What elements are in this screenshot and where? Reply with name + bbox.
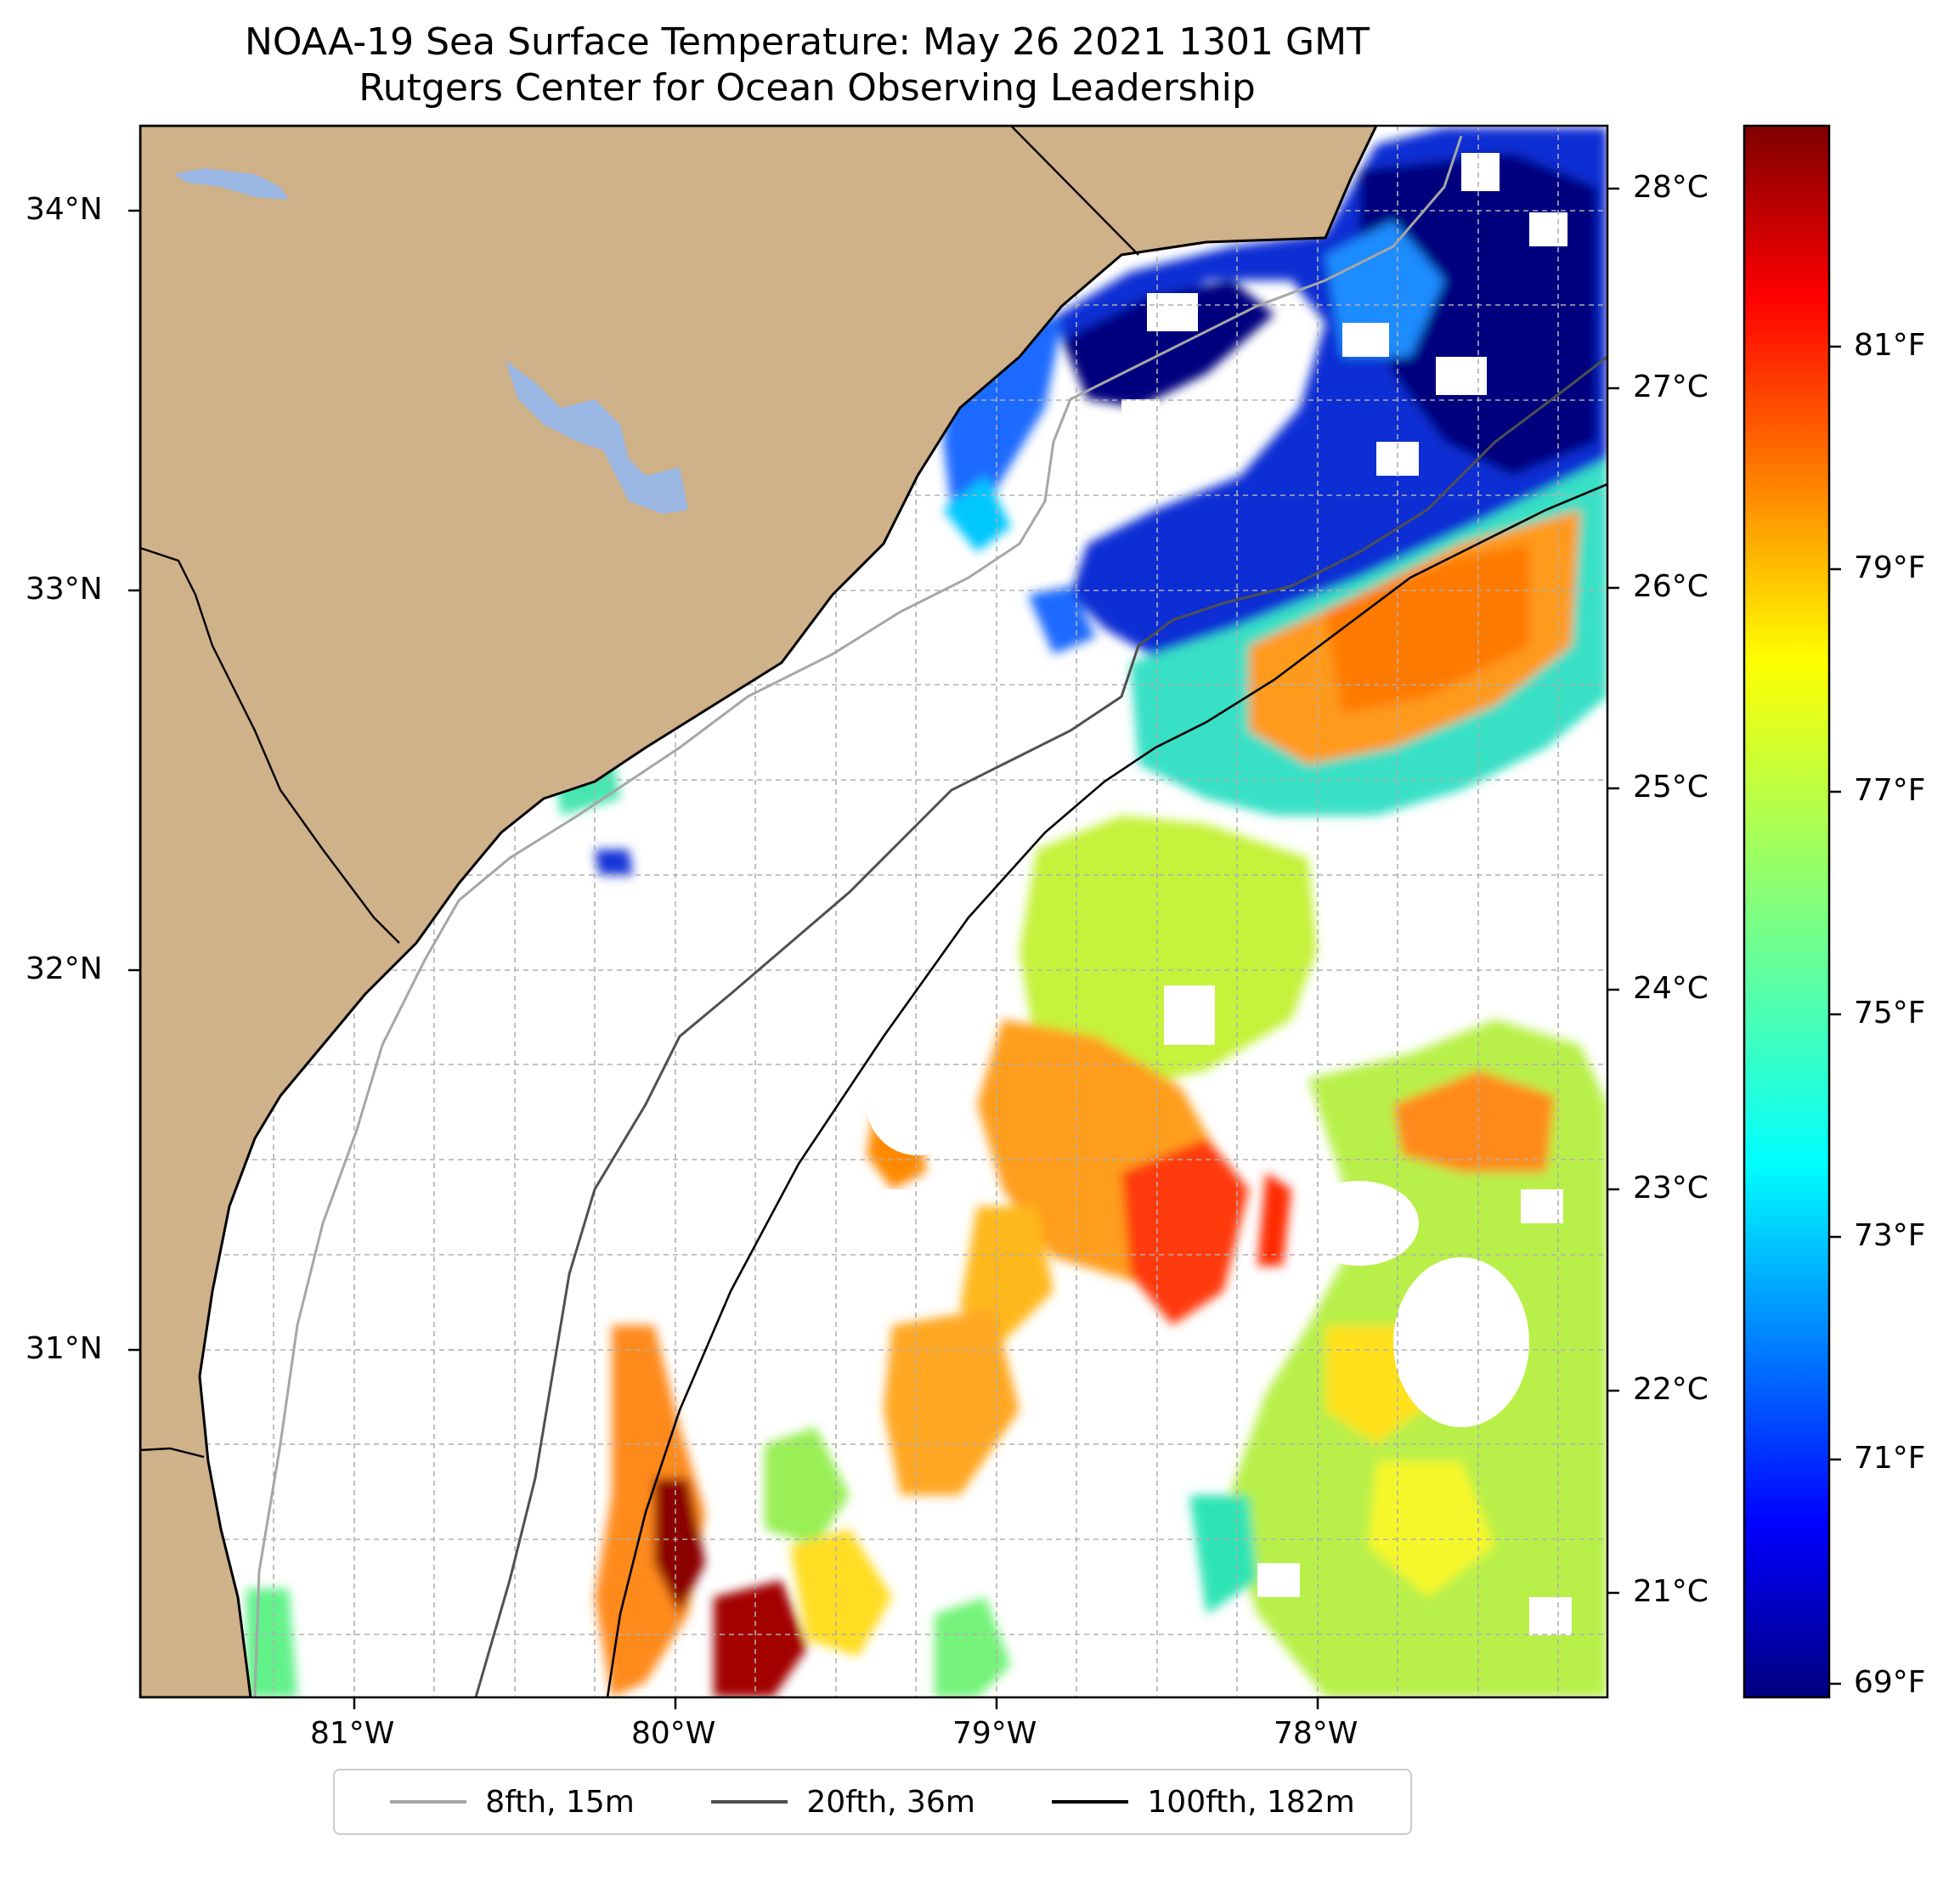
map-frame bbox=[138, 124, 1609, 1699]
chart-subtitle: Rutgers Center for Ocean Observing Leade… bbox=[359, 66, 1256, 110]
fahrenheit-tick-label: 71°F bbox=[1854, 1441, 1926, 1476]
celsius-tick-label: 23°C bbox=[1633, 1171, 1709, 1205]
legend-item-100fth: 100fth, 182m bbox=[1052, 1784, 1355, 1820]
celsius-tick-label: 25°C bbox=[1633, 770, 1709, 805]
legend-item-20fth: 20fth, 36m bbox=[711, 1785, 975, 1820]
celsius-tick-label: 22°C bbox=[1633, 1372, 1709, 1407]
contour-100fth bbox=[606, 483, 1607, 1697]
contour-8fth bbox=[253, 135, 1463, 1697]
legend-item-8fth: 8fth, 15m bbox=[390, 1785, 635, 1820]
legend-swatch bbox=[390, 1800, 467, 1804]
lake-marion-moultrie bbox=[506, 361, 688, 514]
fahrenheit-tick-label: 81°F bbox=[1854, 328, 1926, 363]
legend-label: 100fth, 182m bbox=[1147, 1784, 1355, 1820]
lat-tick-label: 34°N bbox=[25, 192, 103, 227]
fahrenheit-tick-label: 79°F bbox=[1854, 550, 1926, 585]
chart-title: NOAA-19 Sea Surface Temperature: May 26 … bbox=[245, 20, 1370, 64]
lon-tick-label: 80°W bbox=[631, 1716, 716, 1751]
state-border-nc-sc bbox=[1010, 126, 1139, 256]
fahrenheit-tick-label: 73°F bbox=[1854, 1218, 1926, 1253]
celsius-tick-label: 24°C bbox=[1633, 971, 1709, 1006]
legend-label: 8fth, 15m bbox=[485, 1784, 635, 1820]
contour-legend: 8fth, 15m 20fth, 36m 100fth, 182m bbox=[333, 1769, 1412, 1835]
lake-north bbox=[174, 168, 289, 200]
fahrenheit-tick-label: 77°F bbox=[1854, 773, 1926, 808]
land-mass bbox=[140, 126, 1378, 1697]
celsius-tick-label: 27°C bbox=[1633, 370, 1709, 404]
legend-swatch bbox=[1052, 1800, 1129, 1804]
celsius-tick-label: 28°C bbox=[1633, 170, 1709, 205]
legend-swatch bbox=[711, 1800, 788, 1804]
celsius-tick-label: 21°C bbox=[1633, 1574, 1709, 1609]
lat-tick-label: 33°N bbox=[25, 572, 103, 607]
colorbar-ticks bbox=[1607, 187, 1841, 1685]
lon-tick-label: 81°W bbox=[310, 1716, 395, 1751]
contour-20fth bbox=[474, 355, 1607, 1697]
colorbar bbox=[1743, 124, 1831, 1699]
state-border-sc-ga bbox=[140, 546, 400, 944]
lon-tick-label: 78°W bbox=[1274, 1716, 1358, 1751]
fahrenheit-tick-label: 69°F bbox=[1854, 1665, 1926, 1700]
lat-tick-label: 31°N bbox=[25, 1331, 103, 1366]
fahrenheit-tick-label: 75°F bbox=[1854, 996, 1926, 1030]
lat-tick-label: 32°N bbox=[25, 951, 103, 986]
axis-ticks bbox=[128, 209, 1319, 1709]
legend-label: 20fth, 36m bbox=[806, 1784, 975, 1820]
celsius-tick-label: 26°C bbox=[1633, 569, 1709, 604]
lon-tick-label: 79°W bbox=[952, 1716, 1037, 1751]
state-border-ga-fl bbox=[140, 1447, 205, 1459]
cloud-mask bbox=[833, 153, 1572, 1635]
